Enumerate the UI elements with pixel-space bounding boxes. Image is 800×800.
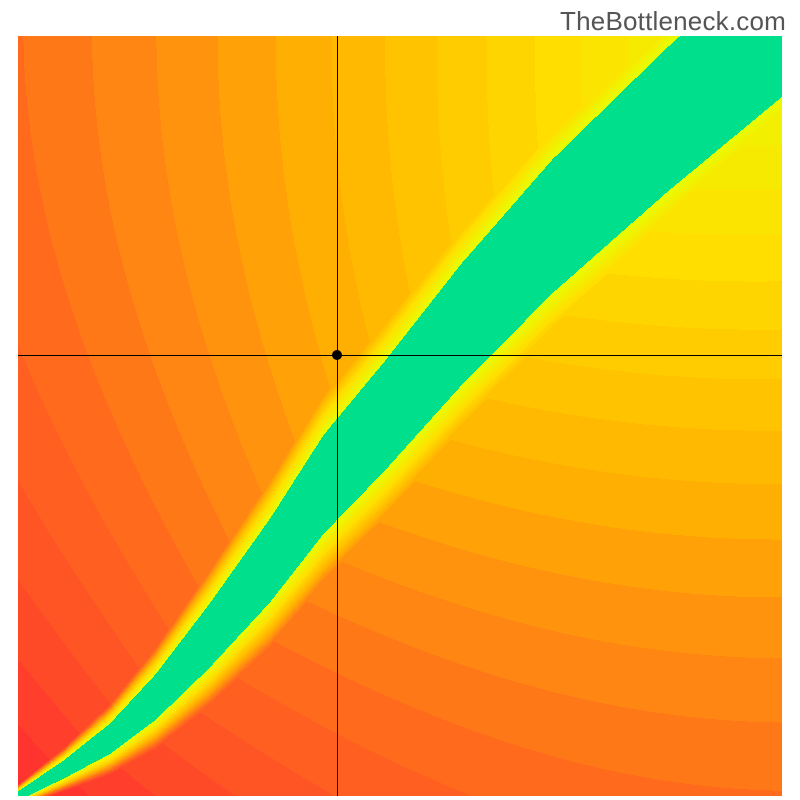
watermark-text: TheBottleneck.com xyxy=(560,6,786,37)
crosshair-horizontal xyxy=(18,355,782,356)
heatmap-canvas xyxy=(18,36,782,796)
crosshair-vertical xyxy=(337,36,338,796)
chart-stage xyxy=(18,36,782,796)
chart-container: TheBottleneck.com xyxy=(0,0,800,800)
